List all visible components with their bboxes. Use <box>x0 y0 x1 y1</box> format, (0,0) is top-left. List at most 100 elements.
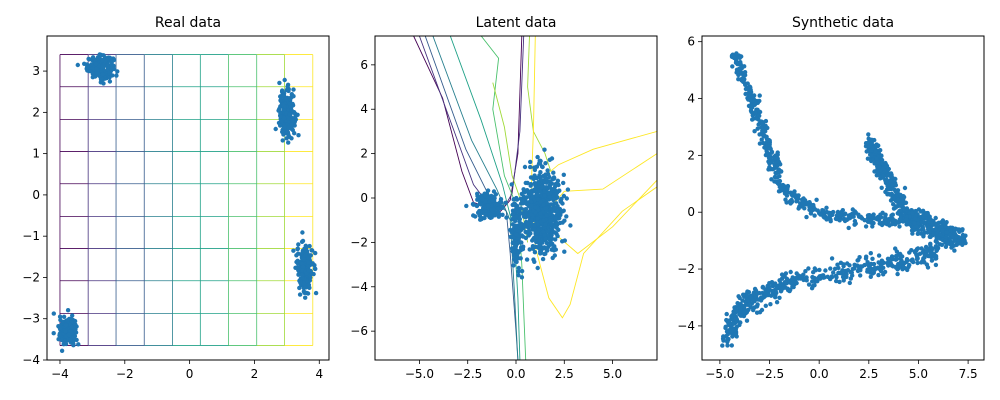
data-point <box>535 216 540 221</box>
data-point <box>310 261 315 266</box>
data-point <box>562 249 567 254</box>
data-point <box>290 118 295 123</box>
data-point <box>300 238 306 244</box>
data-point <box>750 113 755 118</box>
data-point <box>543 206 549 211</box>
data-point <box>825 274 830 279</box>
data-point <box>486 203 491 209</box>
data-point <box>560 201 565 206</box>
data-point <box>916 221 921 226</box>
data-point <box>939 224 944 229</box>
data-point <box>287 112 292 117</box>
y-tick-label: 2 <box>32 105 40 119</box>
data-point <box>793 279 798 284</box>
data-point <box>496 214 501 219</box>
x-tick-label: 0.0 <box>506 367 525 381</box>
data-point <box>821 273 826 278</box>
data-point <box>538 250 543 256</box>
data-point <box>100 72 106 77</box>
data-point <box>737 55 743 60</box>
contour-line <box>480 36 527 360</box>
data-point <box>784 190 789 196</box>
data-point <box>890 175 895 181</box>
data-point <box>868 274 873 279</box>
data-point <box>281 132 286 137</box>
data-point <box>868 251 873 256</box>
contour-line <box>527 36 552 172</box>
data-point <box>538 211 543 216</box>
data-point <box>898 260 903 265</box>
data-point <box>724 311 729 317</box>
axes-frame <box>701 35 985 361</box>
data-point <box>876 253 882 258</box>
data-point <box>510 234 515 240</box>
data-point <box>837 279 842 285</box>
data-point <box>799 274 804 279</box>
data-point <box>885 260 890 266</box>
data-point <box>71 343 76 348</box>
data-point <box>57 314 63 319</box>
data-point <box>894 249 900 254</box>
data-point <box>532 198 537 203</box>
data-point <box>881 260 886 265</box>
data-point <box>841 276 847 281</box>
data-point <box>898 202 903 207</box>
data-point <box>922 255 927 260</box>
data-point <box>895 267 900 272</box>
data-point <box>504 215 509 220</box>
data-point <box>530 194 535 199</box>
data-point <box>66 332 72 338</box>
data-point <box>533 187 538 193</box>
data-point <box>513 224 518 229</box>
y-tick-label: −4 <box>350 280 368 294</box>
data-point <box>491 189 497 194</box>
data-point <box>741 292 746 297</box>
data-point <box>843 211 848 216</box>
data-point <box>928 249 933 254</box>
data-point <box>731 321 736 326</box>
x-tick-label: −2 <box>116 367 134 381</box>
data-point <box>748 98 753 103</box>
contour-line <box>413 36 523 212</box>
data-point <box>725 343 730 348</box>
data-point <box>944 230 950 235</box>
data-point <box>952 248 957 253</box>
x-tick-label: −5.0 <box>405 367 434 381</box>
data-point <box>832 266 838 271</box>
data-point <box>51 331 56 336</box>
data-point <box>742 64 747 69</box>
data-point <box>933 262 939 268</box>
data-point <box>69 324 75 330</box>
data-point <box>532 165 537 170</box>
data-point <box>537 188 542 193</box>
data-point <box>870 271 875 276</box>
data-point <box>532 259 537 264</box>
data-point <box>766 138 771 143</box>
data-point <box>869 218 874 223</box>
data-point <box>902 207 907 212</box>
data-point <box>878 263 884 268</box>
data-point <box>285 84 290 89</box>
data-point <box>883 212 888 217</box>
data-point <box>874 142 879 147</box>
data-point <box>281 115 287 121</box>
x-tick-label: −5.0 <box>705 367 734 381</box>
data-point <box>846 225 851 231</box>
data-point <box>774 286 779 292</box>
data-point <box>499 204 504 209</box>
data-point <box>768 302 773 307</box>
data-point <box>94 71 100 76</box>
data-point <box>823 268 828 273</box>
data-point <box>757 98 762 104</box>
data-point <box>312 266 318 271</box>
data-point <box>802 206 807 211</box>
data-point <box>874 160 880 165</box>
data-point <box>730 334 735 339</box>
data-point <box>282 77 287 83</box>
data-point <box>725 332 730 337</box>
data-point <box>924 212 930 217</box>
data-point <box>545 229 550 234</box>
data-point <box>281 102 286 108</box>
data-point <box>759 137 764 142</box>
data-point <box>881 173 886 178</box>
